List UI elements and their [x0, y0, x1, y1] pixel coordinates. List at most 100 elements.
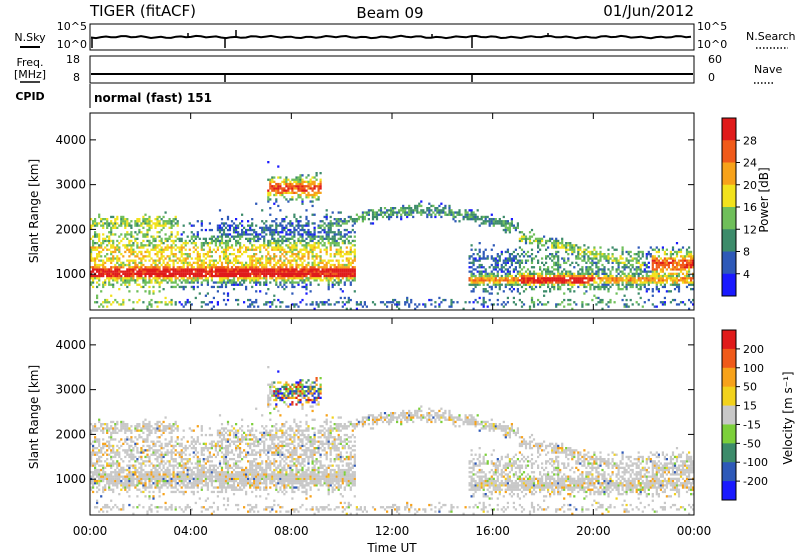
power-cell	[293, 191, 296, 194]
power-cell	[436, 209, 439, 212]
power-cell	[333, 270, 336, 273]
power-cell	[128, 255, 131, 258]
power-cell	[438, 209, 441, 212]
power-cell	[484, 272, 487, 275]
power-cell	[164, 301, 167, 304]
power-cell	[259, 233, 262, 236]
power-cell	[351, 220, 354, 223]
power-cell	[156, 268, 159, 271]
power-cell	[198, 253, 201, 256]
power-cell	[323, 270, 326, 273]
power-cell	[396, 211, 399, 214]
power-cell	[510, 253, 513, 256]
power-cell	[476, 218, 479, 221]
power-cell	[478, 279, 481, 282]
power-cell	[230, 270, 234, 273]
power-cell	[440, 215, 443, 219]
power-cell	[277, 231, 280, 234]
power-cell	[279, 272, 282, 275]
power-cell	[90, 277, 93, 280]
power-cell	[625, 288, 628, 291]
power-cell	[291, 237, 294, 240]
power-cell	[114, 222, 117, 225]
power-cell	[118, 288, 121, 291]
power-cell	[690, 266, 693, 269]
power-cell	[665, 257, 668, 260]
power-cell	[283, 263, 286, 267]
power-cell	[180, 246, 183, 249]
power-cell	[480, 222, 483, 225]
power-cell	[126, 231, 129, 234]
power-cell	[245, 279, 248, 282]
power-cell	[293, 239, 296, 243]
power-cell	[520, 237, 524, 240]
power-cell	[243, 270, 246, 273]
power-cell	[297, 189, 300, 192]
velocity-cell	[116, 460, 119, 463]
power-cell	[269, 244, 272, 247]
power-cell	[557, 239, 560, 243]
power-cell	[434, 207, 437, 210]
power-cell	[404, 301, 407, 304]
power-cell	[581, 279, 584, 282]
power-cell	[508, 226, 511, 229]
power-cell	[96, 274, 99, 278]
power-cell	[228, 228, 232, 232]
power-cell	[313, 307, 316, 310]
power-cell	[138, 270, 141, 273]
power-cell	[126, 220, 129, 223]
velocity-cell	[98, 488, 101, 491]
power-cell	[98, 305, 101, 308]
velocity-cell	[90, 462, 93, 465]
power-cell	[551, 255, 554, 258]
velocity-cell	[112, 479, 115, 483]
power-cell	[160, 228, 163, 232]
power-cell	[524, 274, 528, 278]
power-cell	[110, 250, 113, 254]
power-cell	[283, 250, 286, 254]
power-cell	[317, 239, 320, 243]
power-cell	[331, 237, 334, 240]
power-cell	[581, 283, 584, 286]
power-cell	[524, 253, 528, 256]
power-cell	[605, 283, 608, 286]
power-cell	[677, 274, 681, 278]
power-cell	[226, 233, 230, 236]
power-cell	[237, 242, 240, 245]
power-cell	[589, 261, 592, 264]
power-cell	[381, 211, 385, 214]
power-cell	[289, 261, 292, 264]
power-cell	[567, 257, 570, 260]
power-cell	[651, 288, 654, 291]
power-cell	[543, 294, 546, 297]
power-cell	[681, 255, 685, 258]
power-cell	[271, 180, 274, 183]
power-cell	[605, 257, 608, 260]
power-cell	[335, 270, 338, 273]
power-cell	[647, 270, 650, 273]
power-cell	[577, 285, 580, 289]
power-cell	[110, 244, 113, 247]
power-cell	[555, 268, 558, 271]
velocity-cell	[98, 438, 101, 441]
power-cell	[677, 263, 681, 267]
power-cell	[643, 281, 646, 284]
power-cell	[671, 274, 675, 278]
power-cell	[130, 226, 133, 229]
power-cell	[249, 281, 252, 284]
power-cell	[482, 274, 485, 278]
power-cell	[216, 303, 219, 306]
power-cell	[112, 250, 115, 254]
power-cell	[603, 272, 606, 275]
power-cell	[277, 285, 280, 289]
power-cell	[579, 283, 582, 286]
power-cell	[631, 266, 634, 269]
power-cell	[677, 290, 681, 293]
power-cell	[194, 248, 197, 251]
power-cell	[518, 231, 521, 234]
power-cell	[182, 242, 185, 245]
power-cell	[239, 248, 242, 251]
power-cell	[585, 272, 588, 275]
power-cell	[537, 261, 540, 264]
velocity-cell	[100, 475, 103, 478]
